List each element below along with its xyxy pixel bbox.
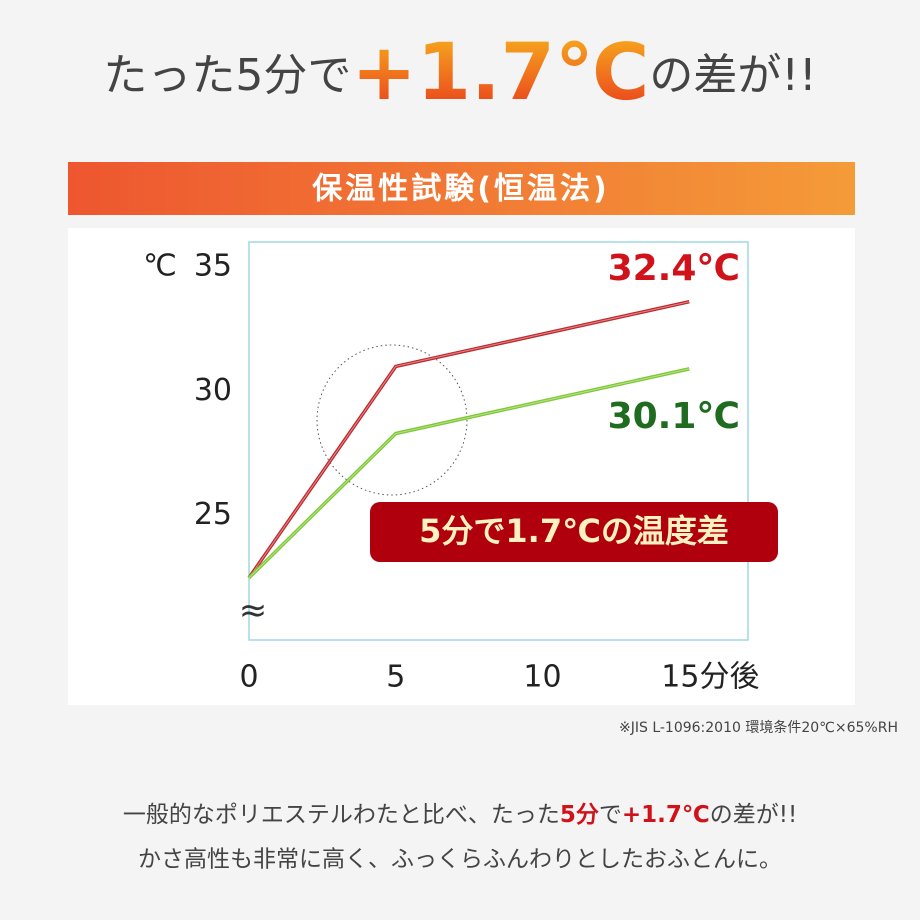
y-tick-label: 30 xyxy=(194,373,232,408)
headline-text: たった5分で xyxy=(103,50,351,101)
chart-title: 保温性試験(恒温法) xyxy=(312,172,609,207)
axis-break: ≈ xyxy=(239,591,268,631)
y-tick-label: 25 xyxy=(194,497,232,532)
headline-highlight: +1.7℃ xyxy=(351,28,649,118)
chart-panel xyxy=(68,228,855,705)
highlight-circle xyxy=(316,344,468,496)
headline-text: の差が!! xyxy=(649,50,816,101)
body-line: 一般的なポリエステルわたと比べ、たった5分で+1.7℃の差が!! xyxy=(123,802,797,828)
body-highlight: 5分 xyxy=(560,802,599,828)
footnote: ※JIS L-1096:2010 環境条件20℃×65%RH xyxy=(619,719,898,736)
series-line-highlight xyxy=(248,368,690,579)
callout: 5分で1.7℃の温度差 xyxy=(419,512,729,550)
body-highlight: +1.7℃ xyxy=(622,802,710,828)
y-unit: ℃ xyxy=(143,249,177,284)
series-line xyxy=(247,299,690,579)
y-tick-label: 35 xyxy=(194,248,232,283)
series-label: 32.4℃ xyxy=(608,248,740,289)
title-banner xyxy=(68,162,855,215)
plot-frame xyxy=(248,241,749,641)
series-line xyxy=(247,367,690,580)
series-line-highlight xyxy=(248,301,690,579)
x-tick-label: 15分後 xyxy=(661,660,759,695)
series-label: 30.1℃ xyxy=(608,396,740,437)
headline: たった5分で+1.7℃の差が!! xyxy=(103,28,816,118)
body-line: かさ高性も非常に高く、ふっくらふんわりとしたおふとんに。 xyxy=(138,847,782,873)
callout-box xyxy=(370,502,778,562)
body-text: 一般的なポリエステルわたと比べ、たった xyxy=(123,802,560,828)
x-tick-label: 10 xyxy=(523,660,561,695)
x-tick-label: 0 xyxy=(239,660,258,695)
x-tick-label: 5 xyxy=(386,660,405,695)
body-text: の差が!! xyxy=(710,802,797,828)
body-text: で xyxy=(599,802,622,828)
